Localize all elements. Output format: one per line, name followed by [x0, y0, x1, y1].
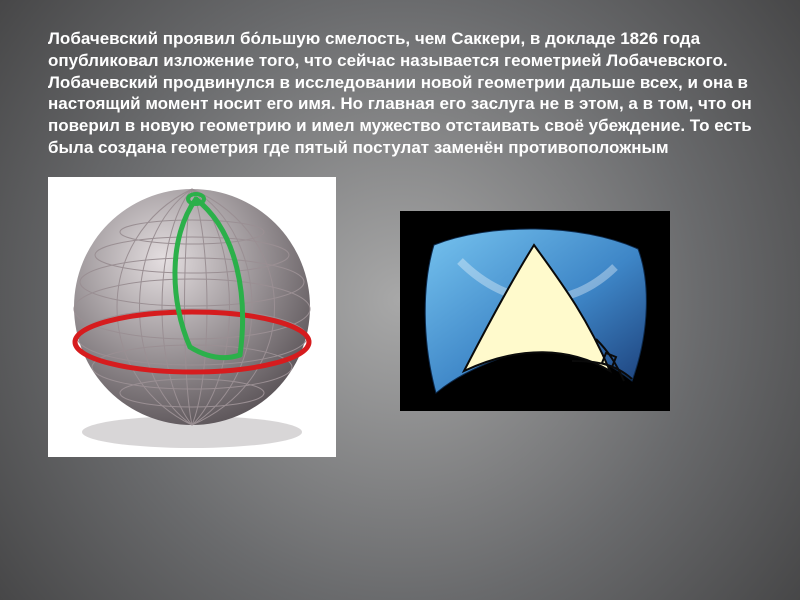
- figures-row: [48, 177, 752, 457]
- body-text: Лобачевский проявил бо́льшую смелость, ч…: [48, 28, 752, 159]
- sphere-svg: [48, 177, 336, 457]
- slide: Лобачевский проявил бо́льшую смелость, ч…: [0, 0, 800, 600]
- saddle-svg: [400, 211, 670, 411]
- sphere-figure: [48, 177, 336, 457]
- saddle-figure: [400, 211, 670, 411]
